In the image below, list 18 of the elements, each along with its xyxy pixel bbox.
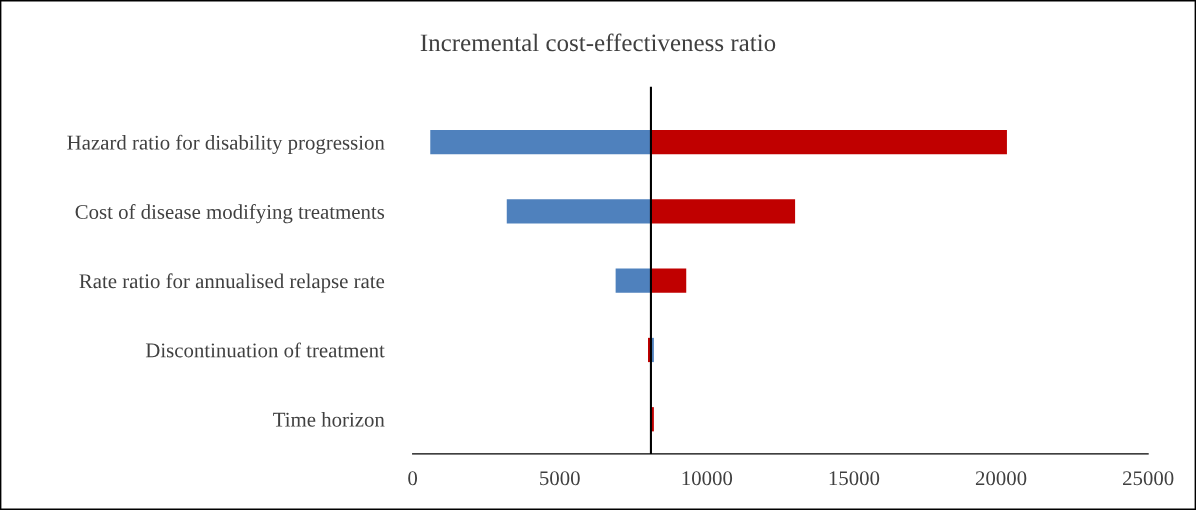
x-tick-label: 0 — [408, 471, 418, 486]
x-tick-label: 5000 — [540, 471, 580, 486]
y-tick-label: Cost of disease modifying treatments — [75, 204, 385, 224]
x-tick-label: 15000 — [829, 471, 880, 486]
bar — [650, 199, 796, 224]
y-tick-label: Hazard ratio for disability progression — [67, 134, 385, 154]
bar — [650, 130, 1007, 155]
bar — [650, 268, 687, 293]
y-tick-label: Time horizon — [273, 412, 385, 427]
x-tick-label: 25000 — [1123, 471, 1174, 486]
x-tick-label: 20000 — [975, 471, 1027, 486]
y-tick-label: Discontinuation of treatment — [145, 342, 385, 358]
bar — [506, 199, 651, 224]
bar — [615, 268, 651, 293]
x-tick-label: 10000 — [682, 471, 733, 486]
bar — [430, 130, 651, 155]
chart-title: Incremental cost-effectiveness ratio — [420, 33, 776, 52]
y-tick-label: Rate ratio for annualised relapse rate — [79, 273, 385, 293]
